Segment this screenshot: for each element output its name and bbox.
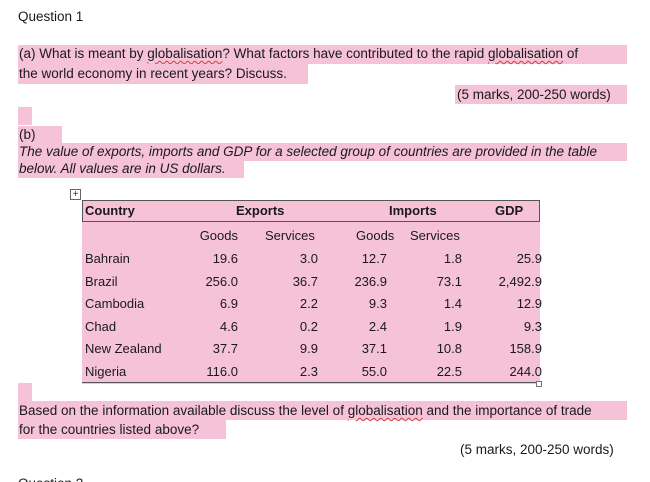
table-cell-imp-goods: 12.7 [361, 251, 387, 266]
part-c-text: and the importance of trade [422, 403, 592, 418]
table-cell-imp-goods: 37.1 [361, 341, 387, 356]
part-a-line-1[interactable]: (a) What is meant by globalisation? What… [19, 45, 578, 63]
part-c-line-2[interactable]: for the countries listed above? [19, 422, 200, 437]
empty-line-highlight [18, 107, 32, 125]
spelling-flag[interactable]: globalisation [347, 403, 423, 418]
table-cell-gdp: 9.3 [523, 319, 542, 334]
part-c-highlight-1 [18, 401, 627, 420]
marks-highlight-a [455, 85, 627, 104]
table-cell-exp-goods: 6.9 [219, 296, 238, 311]
table-cell-exp-goods: 116.0 [206, 364, 238, 379]
header-exports: Exports [236, 203, 285, 218]
table-cell-exp-services: 0.2 [299, 319, 318, 334]
table-row-country: Cambodia [85, 296, 145, 311]
part-b-highlight-2 [18, 143, 627, 161]
table-cell-gdp: 158.9 [509, 341, 542, 356]
part-c-marks: (5 marks, 200-250 words) [460, 442, 614, 457]
table-cell-imp-goods: 236.9 [354, 274, 387, 289]
part-a-text: of [563, 46, 579, 61]
table-cell-gdp: 2,492.9 [498, 274, 542, 289]
header-country: Country [85, 203, 135, 218]
subheader-exports-goods: Goods [199, 228, 238, 243]
next-question-cut: Question 2 [18, 476, 83, 482]
table-header-border [82, 200, 540, 222]
subheader-imports-services: Services [410, 228, 460, 243]
part-a-line-2[interactable]: the world economy in recent years? Discu… [19, 66, 287, 81]
table-move-handle-icon[interactable]: + [70, 189, 81, 200]
table-cell-exp-goods: 37.7 [212, 341, 238, 356]
header-gdp: GDP [495, 203, 524, 218]
table-row-country: New Zealand [85, 341, 162, 356]
part-a-highlight-2 [18, 64, 308, 84]
table-cell-imp-goods: 9.3 [368, 296, 387, 311]
part-c-highlight-2 [18, 420, 226, 439]
table-cell-imp-services: 1.8 [443, 251, 462, 266]
table-cell-exp-goods: 256.0 [205, 274, 238, 289]
table-cell-imp-services: 10.8 [436, 341, 462, 356]
table-cell-exp-services: 3.0 [299, 251, 318, 266]
subheader-imports-goods: Goods [356, 228, 395, 243]
table-cell-imp-goods: 2.4 [368, 319, 387, 334]
part-a-text: (a) What is meant by [19, 46, 148, 61]
table-row-country: Bahrain [85, 251, 130, 266]
table-row-country: Chad [85, 319, 117, 334]
part-b-highlight-3 [18, 160, 244, 178]
table-cell-imp-services: 22.5 [436, 364, 462, 379]
table-cell-exp-goods: 19.6 [212, 251, 238, 266]
table-cell-imp-goods: 55.0 [361, 364, 387, 379]
part-b-highlight-1 [18, 126, 62, 144]
table-cell-gdp: 25.9 [516, 251, 542, 266]
table-cell-gdp: 12.9 [516, 296, 542, 311]
part-c-line-1[interactable]: Based on the information available discu… [19, 402, 592, 420]
part-b-intro-1[interactable]: The value of exports, imports and GDP fo… [19, 144, 598, 159]
part-a-marks: (5 marks, 200-250 words) [457, 87, 611, 102]
part-a-text: ? What factors have contributed to the r… [222, 46, 489, 61]
header-imports: Imports [389, 203, 437, 218]
empty-line-highlight [18, 383, 32, 401]
table-cell-exp-services: 2.3 [299, 364, 318, 379]
table-cell-exp-services: 36.7 [292, 274, 318, 289]
part-c-text: Based on the information available discu… [19, 403, 348, 418]
part-a-highlight-1 [18, 45, 627, 64]
part-b-intro-2[interactable]: below. All values are in US dollars. [19, 161, 226, 176]
table-cell-exp-services: 2.2 [299, 296, 318, 311]
subheader-exports-services: Services [265, 228, 315, 243]
table-cell-imp-services: 73.1 [436, 274, 462, 289]
table-row-country: Brazil [85, 274, 118, 289]
part-b-label[interactable]: (b) [19, 127, 36, 142]
spelling-flag[interactable]: globalisation [488, 46, 564, 61]
table-cell-imp-services: 1.9 [443, 319, 462, 334]
table-cell-imp-services: 1.4 [443, 296, 462, 311]
table-cell-exp-goods: 4.6 [219, 319, 238, 334]
table-cell-gdp: 244.0 [509, 364, 542, 379]
table-row-country: Nigeria [85, 364, 127, 379]
table-bottom-border [82, 382, 540, 383]
spelling-flag[interactable]: globalisation [147, 46, 223, 61]
data-table[interactable] [82, 200, 540, 384]
table-resize-handle-icon[interactable] [536, 381, 542, 387]
table-cell-exp-services: 9.9 [299, 341, 318, 356]
question-title: Question 1 [18, 9, 84, 24]
